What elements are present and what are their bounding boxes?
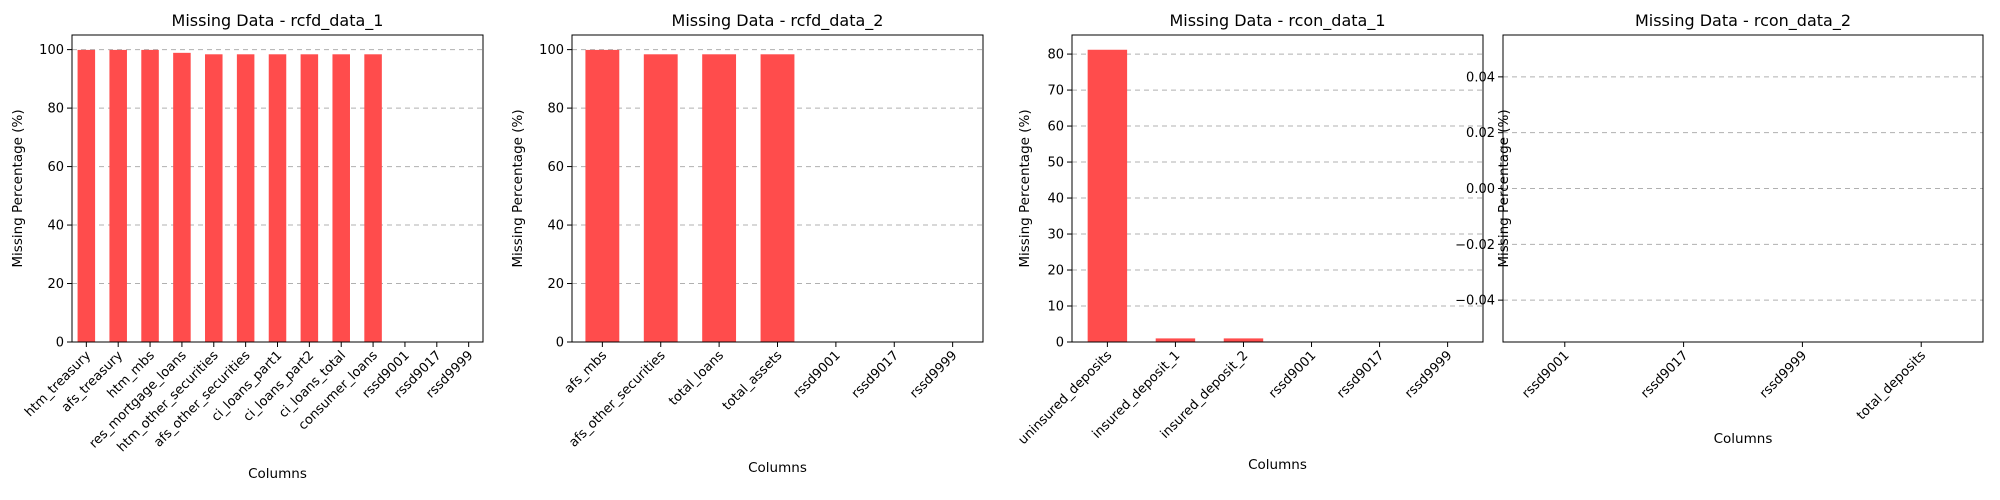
y-axis-label: Missing Percentage (%): [1017, 109, 1033, 267]
x-tick-label: total_assets: [720, 348, 786, 414]
x-axis-label: Columns: [1714, 431, 1773, 447]
chart-title: Missing Data - rcfd_data_1: [172, 11, 384, 31]
bar-uninsured_deposits: [1087, 49, 1128, 342]
y-tick-label: −0.04: [1455, 294, 1495, 309]
y-tick-label: 60: [1047, 120, 1064, 135]
bar-htm_mbs: [141, 49, 159, 342]
x-tick-label: rssd9017: [849, 348, 902, 401]
bar-htm_other_securities: [205, 54, 223, 342]
y-tick-label: 40: [47, 219, 64, 234]
y-tick-label: 40: [547, 219, 564, 234]
y-tick-label: 0.02: [1466, 126, 1495, 141]
y-tick-label: 20: [1047, 264, 1064, 279]
y-tick-label: 50: [1047, 156, 1064, 171]
axes-frame: [1071, 34, 1484, 343]
y-tick-label: 60: [47, 160, 64, 175]
bar-res_mortgage_loans: [173, 52, 191, 343]
y-tick-label: 20: [547, 277, 564, 292]
y-tick-label: 20: [47, 277, 64, 292]
y-tick-label: 10: [1047, 300, 1064, 315]
bar-afs_mbs: [585, 49, 620, 342]
chart-panel-2: 020406080100afs_mbsafs_other_securitiest…: [510, 11, 984, 476]
y-tick-label: 80: [1047, 48, 1064, 63]
y-tick-label: 80: [547, 102, 564, 117]
y-tick-label: 30: [1047, 228, 1064, 243]
bar-ci_loans_part2: [300, 54, 319, 342]
x-axis-label: Columns: [248, 466, 307, 482]
y-tick-label: −0.02: [1455, 238, 1495, 253]
chart-title: Missing Data - rcon_data_2: [1635, 11, 1851, 31]
y-tick-label: 80: [47, 102, 64, 117]
y-axis-label: Missing Percentage (%): [10, 109, 26, 267]
x-tick-label: total_deposits: [1854, 348, 1929, 423]
y-axis-label: Missing Percentage (%): [1496, 109, 1512, 267]
x-tick-label: rssd9001: [1519, 348, 1572, 401]
x-tick-label: rssd9999: [1757, 348, 1810, 401]
y-tick-label: 0: [56, 336, 64, 351]
x-tick-label: rssd9999: [907, 348, 960, 401]
chart-title: Missing Data - rcfd_data_2: [672, 11, 884, 31]
y-tick-label: 70: [1047, 84, 1064, 99]
x-tick-label: rssd9017: [1334, 348, 1387, 401]
x-tick-label: rssd9001: [791, 348, 844, 401]
chart-panel-4: −0.04 −0.02 0.00 0.02 0.04 rssd9001 rssd9017 rs…: [1455, 11, 1984, 447]
x-axis-label: Columns: [748, 460, 807, 476]
chart-panel-1: 020406080100htm_treasuryafs_treasuryhtm_…: [10, 11, 484, 482]
y-tick-label: 60: [547, 160, 564, 175]
bar-ci_loans_total: [332, 54, 350, 342]
bar-htm_treasury: [77, 49, 96, 342]
bar-ci_loans_part1: [268, 54, 287, 342]
chart-panel-3: 01020304050607080uninsured_depositsinsur…: [1016, 11, 1484, 473]
y-tick-label: 0: [1056, 336, 1064, 351]
x-tick-label: total_loans: [666, 348, 727, 409]
y-tick-label: 40: [1047, 192, 1064, 207]
x-tick-label: rssd9999: [1402, 348, 1455, 401]
x-tick-label: afs_other_securities: [566, 348, 668, 450]
x-axis-label: Columns: [1248, 457, 1307, 473]
bar-total_assets: [760, 54, 795, 342]
y-tick-label: 100: [39, 43, 64, 58]
x-tick-label: rssd9001: [1266, 348, 1319, 401]
y-tick-label: 0: [556, 336, 564, 351]
chart-title: Missing Data - rcon_data_1: [1169, 11, 1385, 31]
bar-insured_deposit_1: [1155, 338, 1196, 342]
y-axis-label: Missing Percentage (%): [510, 109, 526, 267]
y-tick-label: 100: [539, 43, 564, 58]
bar-insured_deposit_2: [1223, 338, 1264, 342]
bar-consumer_loans: [364, 54, 382, 342]
bar-total_loans: [702, 54, 737, 342]
bar-afs_treasury: [109, 49, 127, 342]
x-tick-label: rssd9017: [1638, 348, 1691, 401]
y-tick-label: 0.00: [1466, 182, 1495, 197]
y-tick-label: 0.04: [1466, 70, 1495, 85]
x-tick-label: afs_mbs: [562, 348, 611, 397]
bar-afs_other_securities: [236, 54, 255, 342]
bar-afs_other_securities: [643, 54, 678, 342]
